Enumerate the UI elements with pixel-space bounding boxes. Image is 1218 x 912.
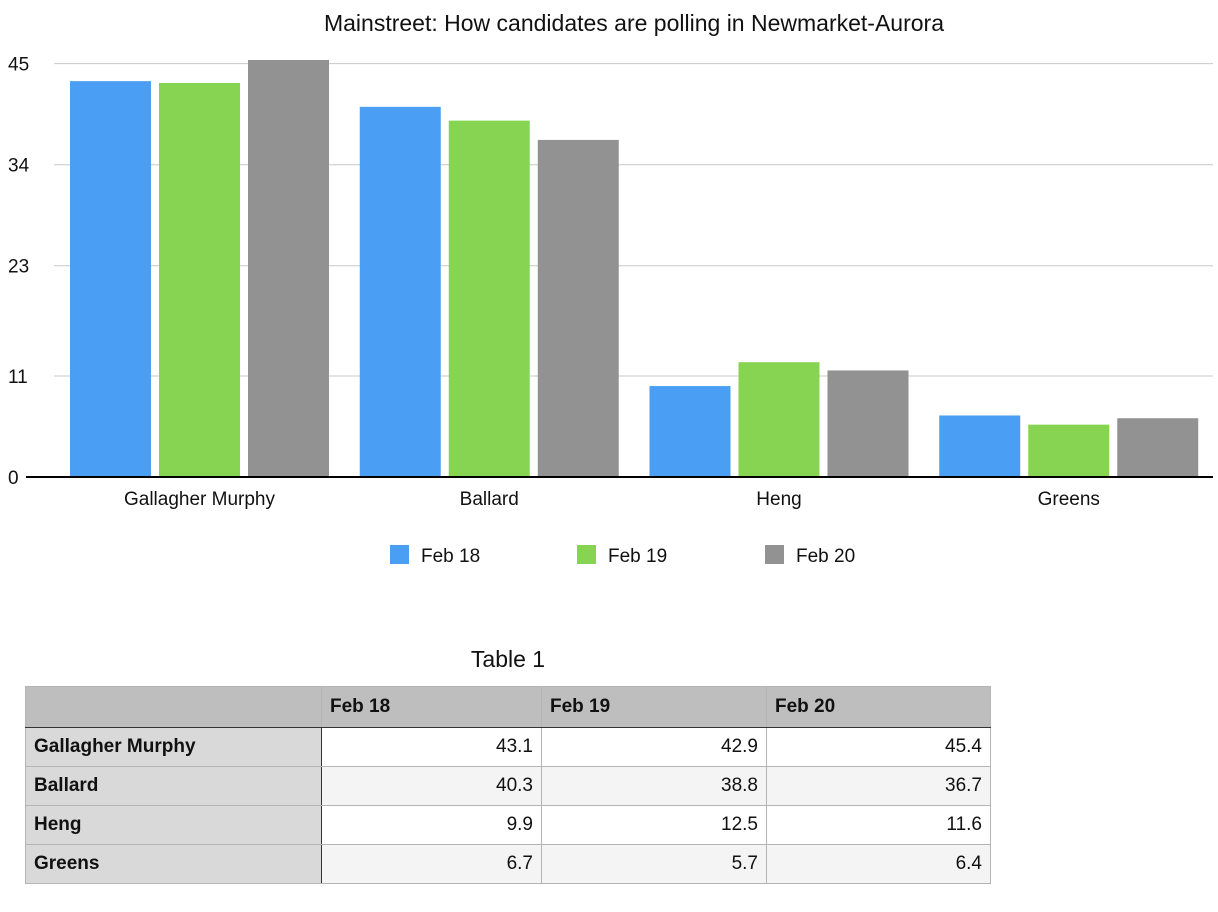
table-row-label: Ballard (25, 766, 322, 806)
data-table: Feb 18 Feb 19 Feb 20 Gallagher Murphy 43… (25, 686, 991, 884)
table-title: Table 1 (470, 646, 546, 672)
table-cell: 45.4 (766, 727, 991, 767)
table-cell: 12.5 (541, 805, 767, 845)
table-header-cell: Feb 19 (541, 686, 767, 728)
bar (248, 60, 329, 477)
table-row: Gallagher Murphy 43.1 42.9 45.4 (25, 727, 991, 767)
table-cell: 6.7 (321, 844, 542, 884)
legend-swatch (577, 545, 596, 564)
table-row-label: Gallagher Murphy (25, 727, 322, 767)
bar (827, 370, 909, 477)
table-cell: 42.9 (541, 727, 767, 767)
table-cell: 6.4 (766, 844, 991, 884)
bar (1028, 424, 1110, 477)
table-header-cell (25, 686, 322, 728)
table-header-cell: Feb 18 (321, 686, 542, 728)
bar (448, 120, 530, 477)
y-tick-label: 11 (8, 367, 28, 388)
table-cell: 40.3 (321, 766, 542, 806)
y-tick-label: 34 (8, 156, 30, 177)
axes: 0 11 23 34 45 Gallagher Murphy Ballard Heng Gree… (8, 55, 1213, 510)
y-tick-label: 45 (8, 55, 29, 76)
bar (159, 82, 240, 477)
table-cell: 5.7 (541, 844, 767, 884)
table-cell: 43.1 (321, 727, 542, 767)
legend-label: Feb 20 (796, 546, 855, 567)
x-category-label: Greens (1038, 489, 1100, 510)
table-row: Ballard 40.3 38.8 36.7 (25, 766, 991, 806)
table-header-row: Feb 18 Feb 19 Feb 20 (25, 686, 991, 728)
bar (738, 362, 820, 477)
bar (359, 106, 441, 477)
chart-title: Mainstreet: How candidates are polling i… (324, 10, 944, 36)
x-category-label: Heng (756, 489, 801, 510)
bar (70, 81, 151, 477)
y-tick-label: 23 (8, 257, 29, 278)
x-category-label: Gallagher Murphy (124, 489, 276, 510)
table-row-label: Greens (25, 844, 322, 884)
bar (1117, 418, 1199, 477)
legend: Feb 18 Feb 19 Feb 20 (390, 545, 855, 567)
table-header-cell: Feb 20 (766, 686, 991, 728)
table-row-label: Heng (25, 805, 322, 845)
table-cell: 38.8 (541, 766, 767, 806)
legend-label: Feb 19 (608, 546, 667, 567)
table-cell: 11.6 (766, 805, 991, 845)
legend-swatch (765, 545, 784, 564)
legend-swatch (390, 545, 409, 564)
bar (537, 139, 619, 477)
table-cell: 36.7 (766, 766, 991, 806)
bar (939, 415, 1021, 477)
bar-chart: Mainstreet: How candidates are polling i… (8, 10, 1213, 567)
table-row: Greens 6.7 5.7 6.4 (25, 844, 991, 884)
bar (649, 386, 731, 477)
gridlines (54, 63, 1213, 377)
bars (70, 60, 1199, 477)
table-row: Heng 9.9 12.5 11.6 (25, 805, 991, 845)
x-category-label: Ballard (460, 489, 519, 510)
y-tick-label: 0 (8, 468, 19, 489)
table-cell: 9.9 (321, 805, 542, 845)
legend-label: Feb 18 (421, 546, 480, 567)
